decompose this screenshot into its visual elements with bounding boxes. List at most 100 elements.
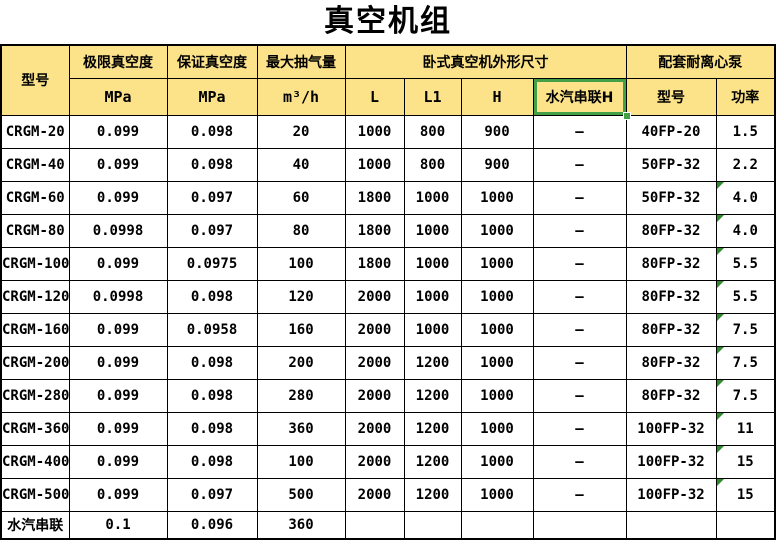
cell-series-h[interactable]: – xyxy=(532,180,627,215)
cell-pump-model[interactable]: 50FP-32 xyxy=(625,180,717,215)
cell-model[interactable]: CRGM-20 xyxy=(0,114,70,149)
cell-ultimate-vacuum[interactable]: 0.099 xyxy=(68,147,168,182)
cell-guaranteed-vacuum[interactable]: 0.0958 xyxy=(166,312,258,347)
cell-guaranteed-vacuum[interactable]: 0.098 xyxy=(166,114,258,149)
cell-max-capacity[interactable]: 20 xyxy=(256,114,346,149)
cell-series-h[interactable]: – xyxy=(532,246,627,281)
cell-pump-power[interactable]: 7.5 xyxy=(715,345,776,380)
cell-dim-h[interactable]: 1000 xyxy=(460,411,534,446)
cell-max-capacity[interactable]: 280 xyxy=(256,378,346,413)
cell-series-h[interactable]: – xyxy=(532,147,627,182)
cell-dim-l[interactable]: 1800 xyxy=(344,180,405,215)
cell-model[interactable]: CRGM-40 xyxy=(0,147,70,182)
cell-dim-h[interactable]: 1000 xyxy=(460,312,534,347)
cell-dim-h[interactable] xyxy=(460,510,534,540)
cell-model[interactable]: CRGM-80 xyxy=(0,213,70,248)
cell-dim-h[interactable]: 900 xyxy=(460,147,534,182)
cell-series-h[interactable]: – xyxy=(532,114,627,149)
cell-dim-l1[interactable]: 1200 xyxy=(403,345,462,380)
cell-ultimate-vacuum[interactable]: 0.099 xyxy=(68,477,168,512)
cell-pump-model[interactable]: 100FP-32 xyxy=(625,444,717,479)
cell-pump-model[interactable]: 80FP-32 xyxy=(625,345,717,380)
cell-ultimate-vacuum[interactable]: 0.099 xyxy=(68,411,168,446)
header-dim-l[interactable]: L xyxy=(344,77,405,116)
cell-ultimate-vacuum[interactable]: 0.0998 xyxy=(68,279,168,314)
cell-series-h[interactable]: – xyxy=(532,312,627,347)
cell-ultimate-vacuum[interactable]: 0.1 xyxy=(68,510,168,540)
cell-series-h[interactable]: – xyxy=(532,279,627,314)
cell-max-capacity[interactable]: 160 xyxy=(256,312,346,347)
cell-ultimate-vacuum[interactable]: 0.099 xyxy=(68,246,168,281)
cell-guaranteed-vacuum[interactable]: 0.098 xyxy=(166,147,258,182)
cell-guaranteed-vacuum[interactable]: 0.098 xyxy=(166,411,258,446)
header-pump-power[interactable]: 功率 xyxy=(715,77,776,116)
cell-max-capacity[interactable]: 360 xyxy=(256,510,346,540)
cell-max-capacity[interactable]: 60 xyxy=(256,180,346,215)
cell-series-h[interactable] xyxy=(532,510,627,540)
cell-guaranteed-vacuum[interactable]: 0.098 xyxy=(166,378,258,413)
cell-guaranteed-vacuum[interactable]: 0.098 xyxy=(166,444,258,479)
cell-pump-model[interactable]: 80FP-32 xyxy=(625,378,717,413)
cell-dim-h[interactable]: 1000 xyxy=(460,246,534,281)
cell-dim-l1[interactable]: 1200 xyxy=(403,378,462,413)
cell-dim-l[interactable]: 2000 xyxy=(344,411,405,446)
cell-pump-model[interactable]: 100FP-32 xyxy=(625,477,717,512)
cell-pump-power[interactable]: 15 xyxy=(715,444,776,479)
cell-dim-h[interactable]: 1000 xyxy=(460,378,534,413)
header-max-capacity[interactable]: 最大抽气量 xyxy=(256,44,346,79)
cell-dim-h[interactable]: 1000 xyxy=(460,213,534,248)
cell-max-capacity[interactable]: 360 xyxy=(256,411,346,446)
cell-pump-power[interactable]: 5.5 xyxy=(715,246,776,281)
cell-ultimate-vacuum[interactable]: 0.099 xyxy=(68,312,168,347)
cell-dim-h[interactable]: 1000 xyxy=(460,444,534,479)
cell-dim-l1[interactable]: 1000 xyxy=(403,312,462,347)
header-dimensions-group[interactable]: 卧式真空机外形尺寸 xyxy=(344,44,627,79)
cell-guaranteed-vacuum[interactable]: 0.0975 xyxy=(166,246,258,281)
cell-model[interactable]: CRGM-400 xyxy=(0,444,70,479)
cell-model[interactable]: CRGM-360 xyxy=(0,411,70,446)
cell-ultimate-vacuum[interactable]: 0.099 xyxy=(68,114,168,149)
cell-ultimate-vacuum[interactable]: 0.099 xyxy=(68,378,168,413)
cell-max-capacity[interactable]: 40 xyxy=(256,147,346,182)
cell-max-capacity[interactable]: 120 xyxy=(256,279,346,314)
cell-dim-l[interactable]: 1800 xyxy=(344,213,405,248)
cell-guaranteed-vacuum[interactable]: 0.097 xyxy=(166,180,258,215)
cell-dim-h[interactable]: 1000 xyxy=(460,477,534,512)
cell-pump-model[interactable]: 80FP-32 xyxy=(625,246,717,281)
cell-ultimate-vacuum[interactable]: 0.0998 xyxy=(68,213,168,248)
header-capacity-unit[interactable]: m³/h xyxy=(256,77,346,116)
cell-model[interactable]: CRGM-500 xyxy=(0,477,70,512)
cell-ultimate-vacuum[interactable]: 0.099 xyxy=(68,345,168,380)
cell-model[interactable]: CRGM-200 xyxy=(0,345,70,380)
cell-max-capacity[interactable]: 500 xyxy=(256,477,346,512)
cell-dim-l1[interactable]: 1000 xyxy=(403,180,462,215)
cell-dim-h[interactable]: 1000 xyxy=(460,180,534,215)
cell-pump-power[interactable]: 2.2 xyxy=(715,147,776,182)
cell-dim-l[interactable]: 2000 xyxy=(344,444,405,479)
cell-pump-power[interactable] xyxy=(715,510,776,540)
header-pump-model[interactable]: 型号 xyxy=(625,77,717,116)
header-pump-group[interactable]: 配套耐离心泵 xyxy=(625,44,776,79)
cell-pump-model[interactable]: 100FP-32 xyxy=(625,411,717,446)
cell-dim-l1[interactable]: 1000 xyxy=(403,279,462,314)
cell-max-capacity[interactable]: 100 xyxy=(256,444,346,479)
cell-dim-l1[interactable]: 1200 xyxy=(403,411,462,446)
cell-dim-l1[interactable]: 1200 xyxy=(403,477,462,512)
cell-ultimate-vacuum[interactable]: 0.099 xyxy=(68,444,168,479)
cell-guaranteed-vacuum[interactable]: 0.097 xyxy=(166,213,258,248)
cell-series-h[interactable]: – xyxy=(532,378,627,413)
cell-pump-model[interactable]: 40FP-20 xyxy=(625,114,717,149)
cell-guaranteed-vacuum[interactable]: 0.097 xyxy=(166,477,258,512)
cell-max-capacity[interactable]: 200 xyxy=(256,345,346,380)
cell-series-h[interactable]: – xyxy=(532,444,627,479)
cell-ultimate-vacuum[interactable]: 0.099 xyxy=(68,180,168,215)
cell-model[interactable]: CRGM-120 xyxy=(0,279,70,314)
cell-dim-h[interactable]: 900 xyxy=(460,114,534,149)
header-ultimate-vacuum[interactable]: 极限真空度 xyxy=(68,44,168,79)
cell-series-h[interactable]: – xyxy=(532,345,627,380)
cell-max-capacity[interactable]: 100 xyxy=(256,246,346,281)
cell-dim-l1[interactable]: 1000 xyxy=(403,246,462,281)
cell-dim-h[interactable]: 1000 xyxy=(460,279,534,314)
header-model[interactable]: 型号 xyxy=(0,44,70,116)
cell-max-capacity[interactable]: 80 xyxy=(256,213,346,248)
